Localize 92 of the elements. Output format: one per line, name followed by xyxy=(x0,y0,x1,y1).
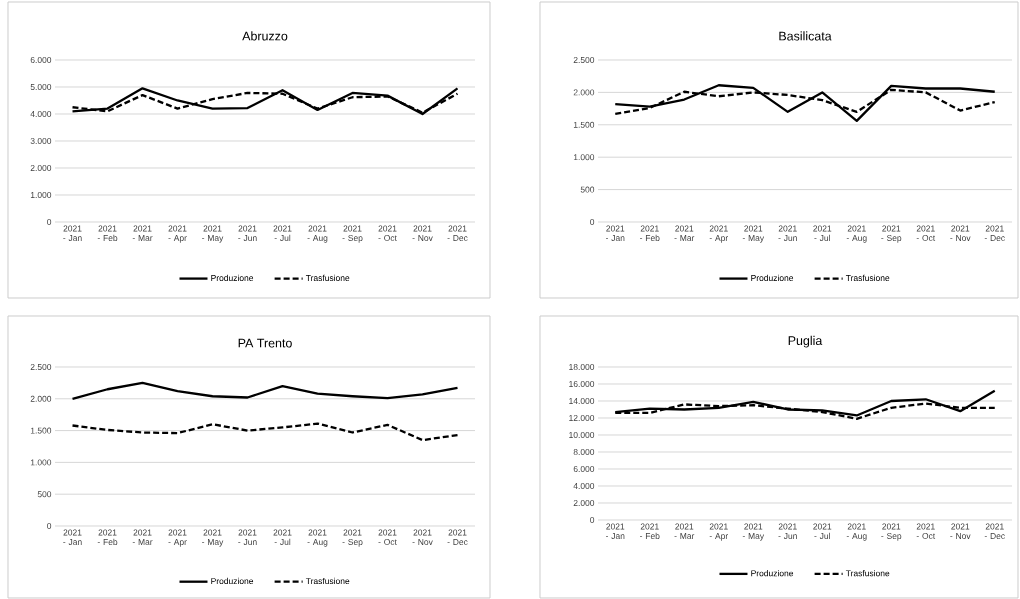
legend-label: Trasfusione xyxy=(845,274,890,281)
x-tick-label: 2021 - Aug xyxy=(307,225,328,243)
x-tick-label: 2021 - Jul xyxy=(813,523,832,539)
y-tick-label: 2.000 xyxy=(573,89,595,96)
y-tick-label: 14.000 xyxy=(569,398,595,404)
y-tick-label: 1.500 xyxy=(30,427,52,434)
y-tick-label: 0 xyxy=(47,219,52,225)
y-tick-label: 5.000 xyxy=(30,84,52,90)
y-tick-label: 1.000 xyxy=(30,459,52,466)
x-tick-label: 2021 - Jul xyxy=(813,225,832,241)
y-tick-label: 4.000 xyxy=(573,483,595,489)
chart-title: Abruzzo xyxy=(242,31,288,41)
x-tick-label: 2021 - Dec xyxy=(984,523,1005,539)
x-tick-label: 2021 - Nov xyxy=(950,225,971,241)
legend-label: Trasfusione xyxy=(305,577,350,585)
y-tick-label: 2.500 xyxy=(573,57,595,63)
x-tick-label: 2021 - May xyxy=(202,225,224,243)
y-tick-label: 1.500 xyxy=(573,121,595,128)
y-tick-label: 10.000 xyxy=(569,432,595,438)
x-tick-label: 2021 - Oct xyxy=(916,225,936,241)
y-tick-label: 3.000 xyxy=(30,138,52,144)
x-tick-label: 2021 - Jan xyxy=(605,523,625,539)
x-tick-label: 2021 - Nov xyxy=(412,529,433,545)
legend-label: Trasfusione xyxy=(845,570,890,577)
x-tick-label: 2021 - May xyxy=(202,529,224,547)
x-tick-label: 2021 - Mar xyxy=(674,523,695,539)
x-tick-label: 2021 - Apr xyxy=(168,529,187,547)
x-tick-label: 2021 - Feb xyxy=(640,225,660,241)
y-tick-label: 8.000 xyxy=(573,449,595,455)
x-tick-label: 2021 - Nov xyxy=(950,523,971,539)
line-series xyxy=(71,422,459,442)
x-tick-label: 2021 - Jan xyxy=(63,529,82,545)
x-tick-label: 2021 - Apr xyxy=(168,225,187,243)
x-tick-label: 2021 - Oct xyxy=(378,225,397,241)
x-tick-label: 2021 - Aug xyxy=(846,225,867,243)
y-tick-label: 2.000 xyxy=(30,165,52,171)
y-tick-label: 500 xyxy=(37,491,52,498)
x-tick-label: 2021 - Feb xyxy=(97,225,118,241)
y-tick-label: 16.000 xyxy=(569,381,595,387)
y-tick-label: 1.000 xyxy=(573,154,595,161)
x-tick-label: 2021 - Apr xyxy=(709,523,729,541)
x-tick-label: 2021 - Jun xyxy=(778,523,797,539)
x-tick-label: 2021 - Dec xyxy=(447,225,468,241)
x-tick-label: 2021 - Sep xyxy=(881,523,902,541)
x-tick-label: 2021 - Sep xyxy=(881,225,902,243)
y-tick-label: 1.000 xyxy=(30,192,52,198)
x-tick-label: 2021 - Jul xyxy=(273,225,292,241)
x-tick-label: 2021 - Aug xyxy=(846,523,867,541)
legend-label: Trasfusione xyxy=(305,274,350,281)
x-tick-label: 2021 - Mar xyxy=(132,529,153,545)
y-tick-label: 6.000 xyxy=(30,57,52,63)
chart-title: PA Trento xyxy=(238,338,292,348)
y-tick-label: 500 xyxy=(580,186,595,193)
legend-label: Produzione xyxy=(751,570,794,577)
y-tick-label: 12.000 xyxy=(569,415,595,421)
x-tick-label: 2021 - Dec xyxy=(984,225,1005,241)
legend-label: Produzione xyxy=(211,577,254,585)
x-tick-label: 2021 - Jun xyxy=(238,225,257,241)
line-series xyxy=(614,84,996,123)
x-tick-label: 2021 - Mar xyxy=(132,225,153,241)
x-tick-label: 2021 - Sep xyxy=(342,225,363,243)
x-tick-label: 2021 - Jan xyxy=(605,225,625,241)
x-tick-label: 2021 - Jan xyxy=(63,225,82,241)
y-tick-label: 0 xyxy=(47,522,52,529)
x-tick-label: 2021 - Dec xyxy=(447,529,468,545)
chart-title: Puglia xyxy=(788,335,823,348)
y-tick-label: 0 xyxy=(590,219,595,225)
y-tick-label: 18.000 xyxy=(569,364,595,370)
y-tick-label: 2.000 xyxy=(573,500,595,506)
legend-label: Produzione xyxy=(211,274,254,281)
x-tick-label: 2021 - Oct xyxy=(378,529,397,545)
x-tick-label: 2021 - Jun xyxy=(778,225,797,241)
x-tick-label: 2021 - Aug xyxy=(307,529,328,547)
x-tick-label: 2021 - Nov xyxy=(412,225,433,241)
x-tick-label: 2021 - Apr xyxy=(709,225,729,243)
y-tick-label: 6.000 xyxy=(573,466,595,472)
x-tick-label: 2021 - Feb xyxy=(97,529,118,545)
x-tick-label: 2021 - Oct xyxy=(916,523,936,539)
x-tick-label: 2021 - May xyxy=(742,225,765,243)
x-tick-label: 2021 - Sep xyxy=(342,529,363,547)
x-tick-label: 2021 - Jun xyxy=(238,529,257,545)
legend-label: Produzione xyxy=(751,274,794,281)
y-tick-label: 4.000 xyxy=(30,111,52,117)
y-tick-label: 2.500 xyxy=(30,364,52,370)
x-tick-label: 2021 - Mar xyxy=(674,225,695,241)
line-series xyxy=(71,381,459,400)
x-tick-label: 2021 - Feb xyxy=(640,523,660,539)
x-tick-label: 2021 - May xyxy=(742,523,765,541)
y-tick-label: 0 xyxy=(590,516,595,523)
chart-title: Basilicata xyxy=(779,31,832,41)
x-tick-label: 2021 - Jul xyxy=(273,529,292,545)
y-tick-label: 2.000 xyxy=(30,395,52,402)
